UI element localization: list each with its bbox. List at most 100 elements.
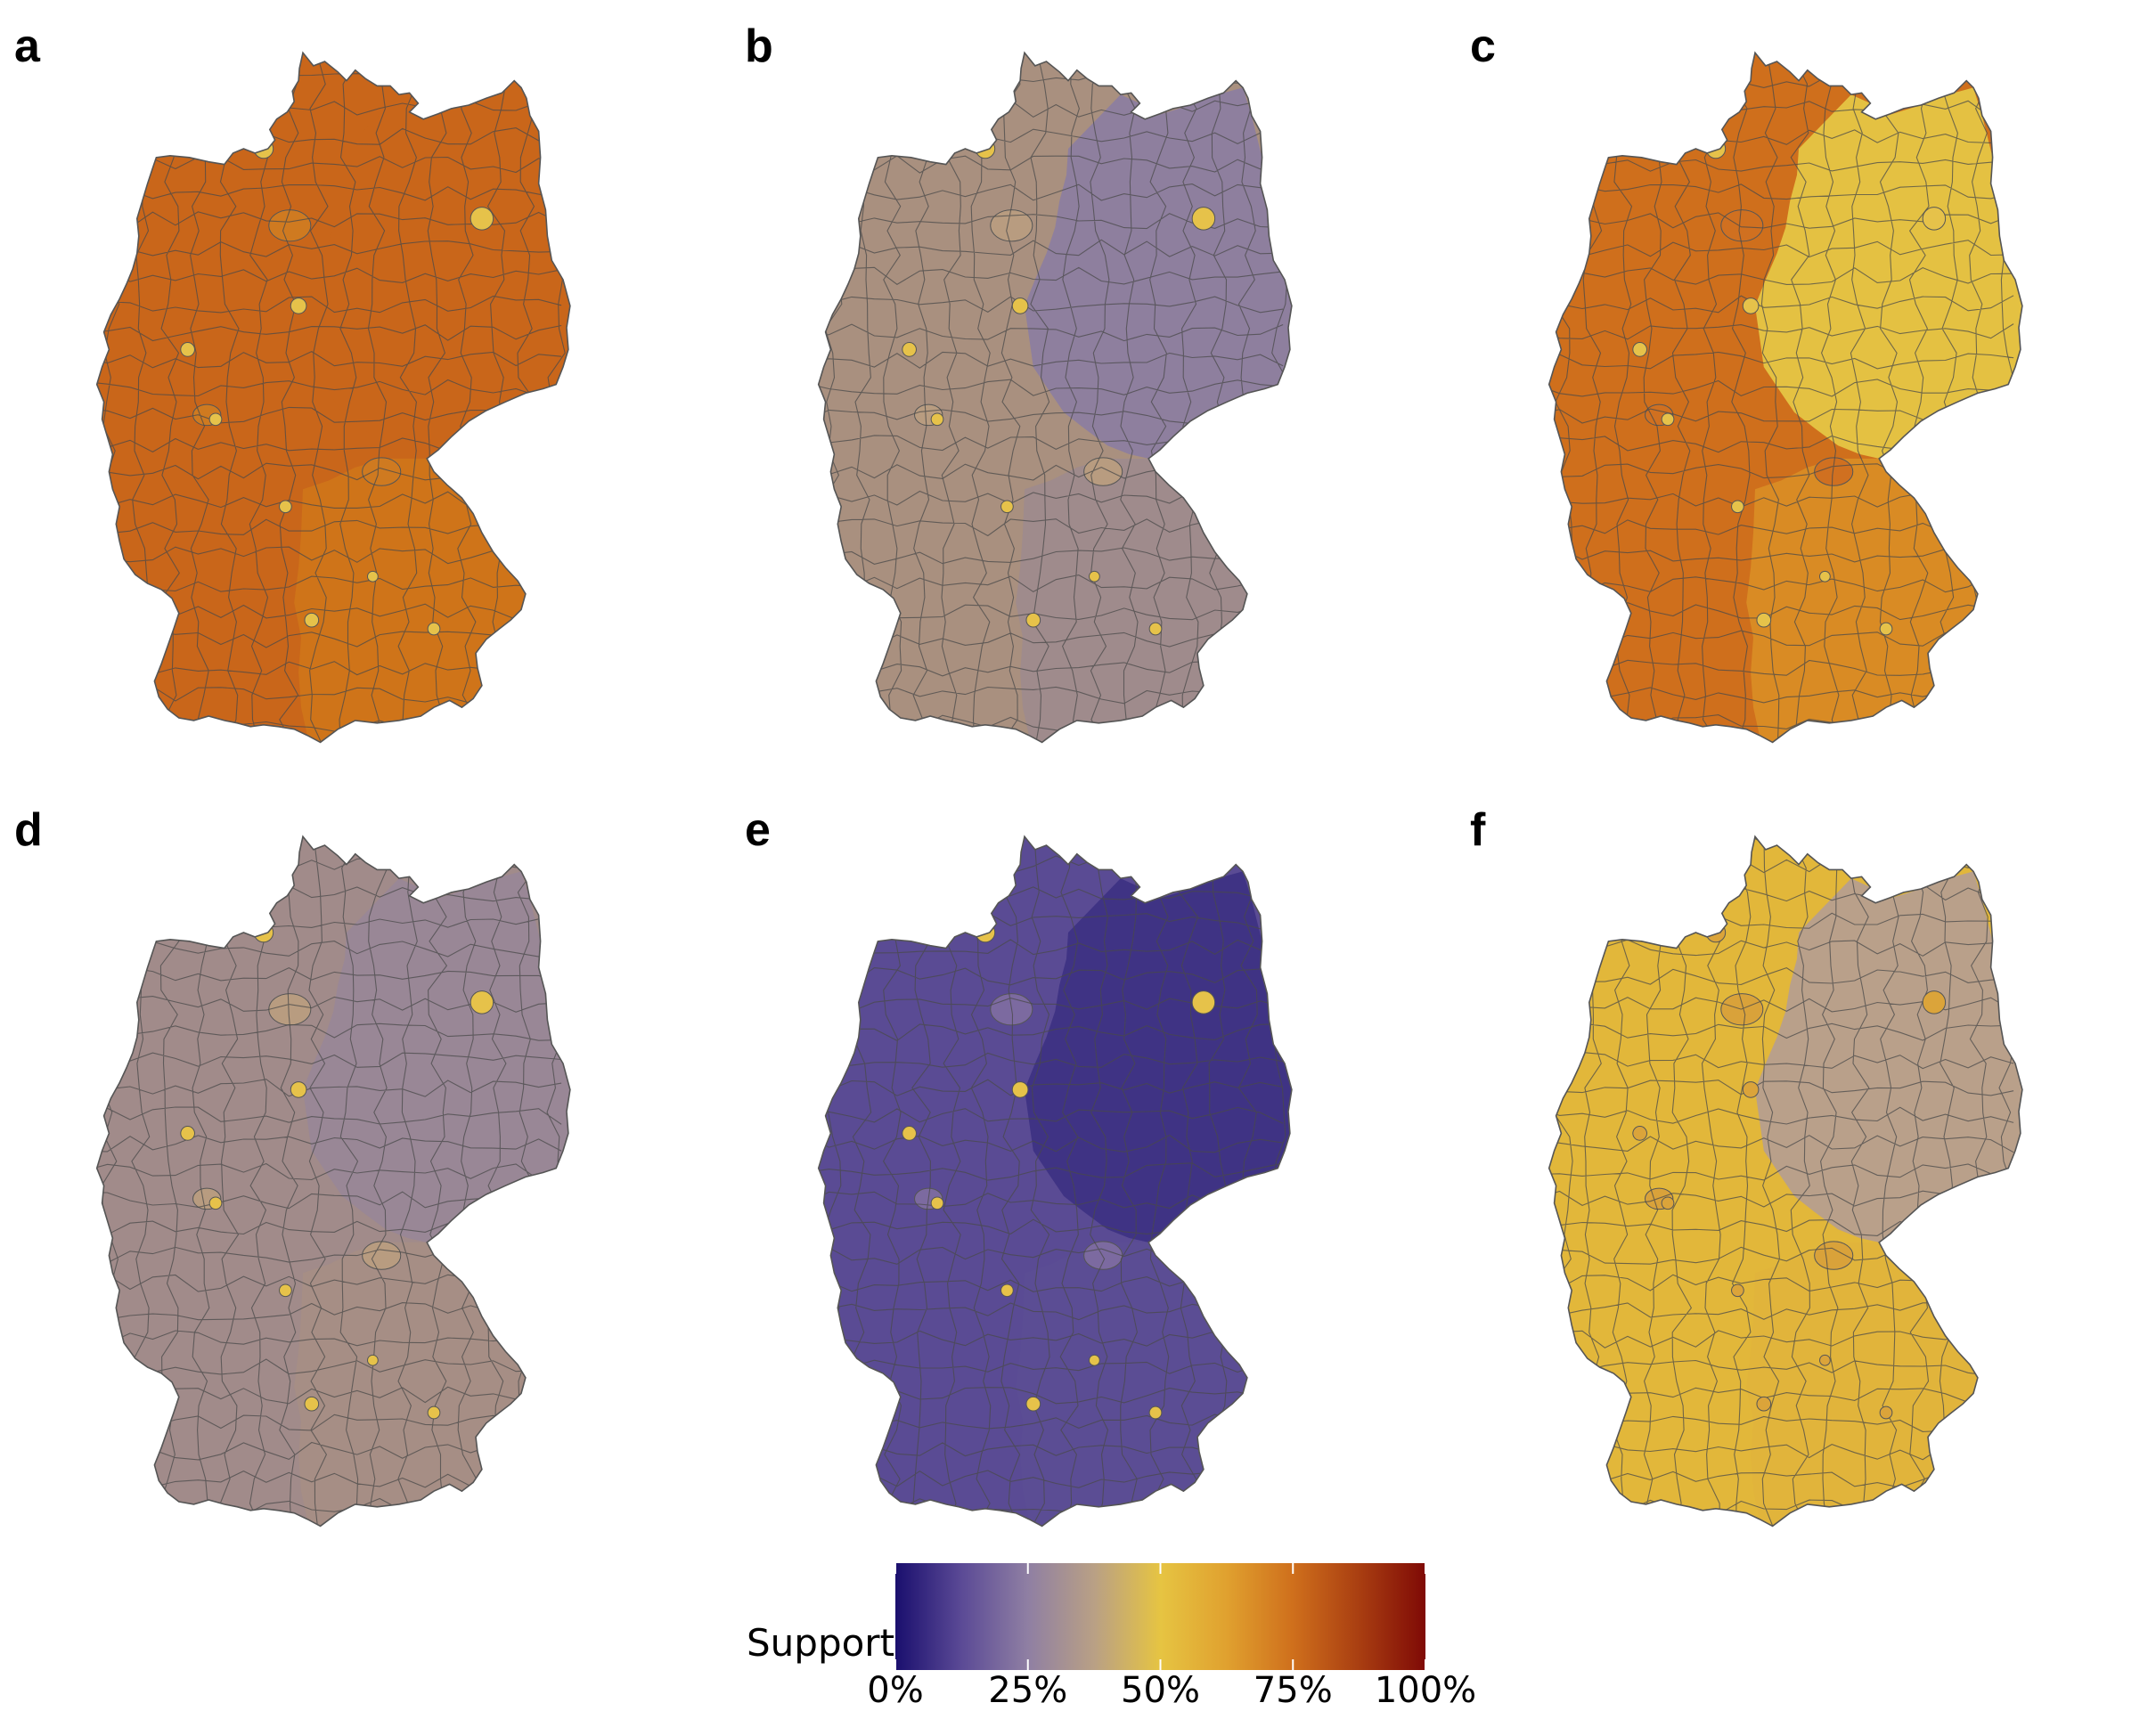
city-district xyxy=(1661,412,1675,427)
city-district xyxy=(1025,1396,1041,1412)
district-region xyxy=(1814,1241,1854,1270)
city-district xyxy=(1819,1354,1831,1366)
map-panel-c: c xyxy=(1452,0,2147,766)
country-outline xyxy=(95,51,571,744)
city-district xyxy=(1089,1354,1100,1366)
city-district xyxy=(427,622,441,636)
city-district xyxy=(180,1126,195,1141)
city-district xyxy=(1000,500,1014,514)
map-panel-a: a xyxy=(0,0,695,766)
city-district xyxy=(290,1081,307,1098)
city-district xyxy=(1879,1405,1893,1420)
map-panel-b: b xyxy=(722,0,1417,766)
city-district xyxy=(253,922,274,943)
district-borders xyxy=(1548,53,2018,743)
germany-map xyxy=(817,51,1293,744)
panel-letter: e xyxy=(745,804,771,856)
district-region xyxy=(362,457,402,486)
city-district xyxy=(902,1126,917,1141)
country-outline xyxy=(1548,51,2023,744)
city-district xyxy=(208,1196,223,1210)
city-district xyxy=(975,922,996,943)
city-district xyxy=(1879,622,1893,636)
legend-gradient xyxy=(895,1563,1425,1670)
city-district xyxy=(1661,1196,1675,1210)
south-region xyxy=(1746,458,1978,743)
east-region xyxy=(303,871,570,1243)
legend-tick-label: 25% xyxy=(988,1670,1068,1711)
germany-map xyxy=(1548,51,2023,744)
city-district xyxy=(470,207,494,231)
district-borders xyxy=(96,836,563,1527)
district-region xyxy=(1083,457,1123,486)
city-district xyxy=(1632,1126,1647,1141)
district-region xyxy=(1083,1241,1123,1270)
germany-map xyxy=(817,835,1293,1528)
country-outline xyxy=(95,835,571,1528)
legend-tick-label: 50% xyxy=(1121,1670,1200,1711)
country-outline xyxy=(817,51,1293,744)
germany-map xyxy=(95,835,571,1528)
east-region xyxy=(303,87,570,459)
district-borders xyxy=(818,53,1288,743)
district-region xyxy=(268,209,312,242)
color-legend: Support 0% 25% 50% 75% 100% xyxy=(731,1550,1497,1711)
city-district xyxy=(1191,990,1216,1014)
east-region xyxy=(1755,87,2022,459)
country-outline xyxy=(817,835,1293,1528)
district-region xyxy=(362,1241,402,1270)
legend-tick-label: 75% xyxy=(1253,1670,1333,1711)
district-region xyxy=(1720,209,1764,242)
map-panel-d: d xyxy=(0,784,695,1550)
city-district xyxy=(1922,207,1947,231)
district-region xyxy=(990,209,1033,242)
city-district xyxy=(1756,1396,1772,1412)
city-district xyxy=(1632,342,1647,357)
city-district xyxy=(1148,1405,1163,1420)
city-district xyxy=(1011,297,1029,314)
city-district xyxy=(180,342,195,357)
city-district xyxy=(304,612,320,628)
city-district xyxy=(1025,612,1041,628)
city-district xyxy=(902,342,917,357)
city-district xyxy=(208,412,223,427)
germany-map xyxy=(1548,835,2023,1528)
legend-title: Support xyxy=(747,1621,895,1665)
city-district xyxy=(1756,612,1772,628)
east-region xyxy=(1025,871,1292,1243)
city-district xyxy=(1731,500,1744,514)
south-region xyxy=(1746,1242,1978,1527)
city-district xyxy=(1742,297,1760,314)
city-district xyxy=(1705,922,1727,943)
city-district xyxy=(1731,1283,1744,1298)
south-region xyxy=(294,1242,526,1527)
city-district xyxy=(367,1354,379,1366)
germany-map xyxy=(95,51,571,744)
city-district xyxy=(930,412,944,427)
district-borders xyxy=(818,836,1287,1527)
legend-tick-label: 100% xyxy=(1374,1670,1477,1711)
city-district xyxy=(1011,1081,1029,1098)
city-district xyxy=(470,990,494,1014)
country-outline xyxy=(1548,835,2023,1528)
city-district xyxy=(304,1396,320,1412)
city-district xyxy=(290,297,307,314)
south-region xyxy=(1016,1242,1247,1527)
city-district xyxy=(427,1405,441,1420)
legend-colorbar xyxy=(895,1563,1425,1670)
city-district xyxy=(1705,138,1727,159)
map-panel-e: e xyxy=(722,784,1417,1550)
panel-letter: a xyxy=(14,20,40,72)
map-panel-f: f xyxy=(1452,784,2147,1550)
district-borders xyxy=(1548,836,2018,1527)
city-district xyxy=(1819,570,1831,583)
district-borders xyxy=(96,53,567,743)
city-district xyxy=(279,1283,292,1298)
city-district xyxy=(1742,1081,1760,1098)
city-district xyxy=(279,500,292,514)
panel-letter: c xyxy=(1470,20,1496,72)
city-district xyxy=(930,1196,944,1210)
east-region xyxy=(1755,871,2022,1243)
city-district xyxy=(367,570,379,583)
